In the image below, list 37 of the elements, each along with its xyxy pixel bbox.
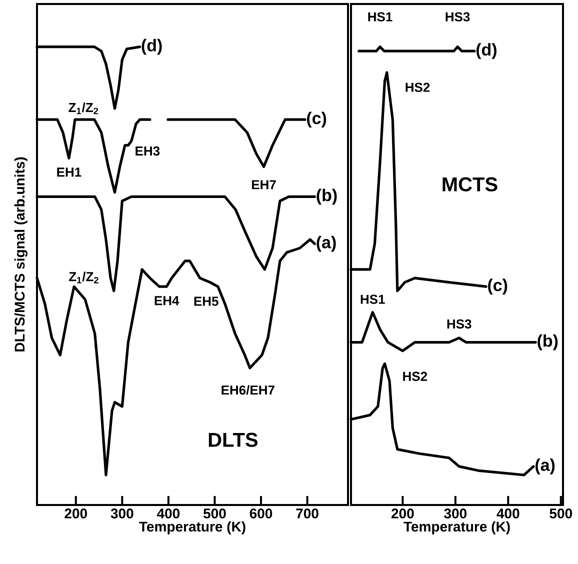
series-label: (c) bbox=[488, 278, 508, 295]
series-label: (b) bbox=[538, 334, 558, 350]
annotation: Z$_{1}$/Z$_{2}$ bbox=[69, 272, 98, 284]
annotation: EH6/EH7 bbox=[222, 385, 274, 395]
x-tick-label: 400 bbox=[156, 508, 180, 518]
x-tick-label: 400 bbox=[496, 508, 520, 518]
annotation: EH7 bbox=[252, 180, 276, 190]
annotation: HS2 bbox=[406, 82, 430, 92]
annotation: Z$_{1}$/Z$_{2}$ bbox=[68, 102, 98, 114]
x-tick-label: 200 bbox=[391, 508, 414, 518]
x-axis-title: Temperature (K) bbox=[139, 521, 246, 534]
x-tick-label: 300 bbox=[444, 508, 467, 518]
x-tick-label: 300 bbox=[110, 508, 134, 518]
x-tick-label: 500 bbox=[550, 508, 572, 518]
series-label: (a) bbox=[316, 236, 336, 252]
x-tick-label: 500 bbox=[203, 508, 226, 518]
series-label: (d) bbox=[476, 43, 496, 60]
annotation: HS1 bbox=[368, 12, 392, 22]
annotation: HS1 bbox=[360, 294, 385, 304]
annotation: EH5 bbox=[194, 296, 218, 306]
annotation: HS3 bbox=[446, 12, 470, 22]
x-tick-label: 700 bbox=[296, 508, 318, 518]
series-label: (d) bbox=[142, 38, 162, 55]
annotation: HS2 bbox=[403, 372, 428, 381]
text: DLTS bbox=[208, 432, 258, 447]
annotation: EH4 bbox=[154, 296, 180, 306]
x-tick-label: 200 bbox=[64, 508, 87, 518]
annotation: HS3 bbox=[447, 319, 472, 329]
series-label: (b) bbox=[316, 188, 337, 205]
series-label: (c) bbox=[307, 112, 326, 128]
x-axis-title: Temperature (K) bbox=[404, 521, 510, 534]
y-axis-title: DLTS/MCTS signal (arb.units) bbox=[14, 157, 28, 352]
annotation: EH1 bbox=[57, 168, 82, 177]
text: MCTS bbox=[442, 177, 498, 192]
x-tick-label: 600 bbox=[250, 508, 272, 518]
annotation: EH3 bbox=[136, 146, 160, 156]
series-label: (a) bbox=[536, 458, 555, 474]
